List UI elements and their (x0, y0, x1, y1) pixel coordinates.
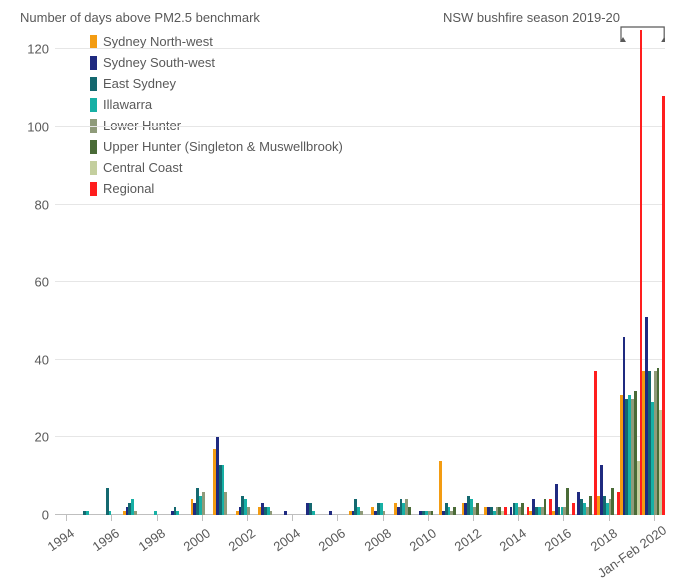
bar (566, 488, 569, 515)
x-tick (563, 515, 564, 521)
x-tick (247, 515, 248, 521)
x-tick (428, 515, 429, 521)
x-tick-label: 2016 (542, 525, 574, 554)
x-tick (518, 515, 519, 521)
x-tick-label: 1996 (90, 525, 122, 554)
x-tick (609, 515, 610, 521)
x-tick-label: 2012 (452, 525, 484, 554)
y-tick-label: 80 (35, 197, 49, 212)
x-tick-label: 2004 (271, 525, 303, 554)
bar (224, 492, 227, 515)
gridline (55, 359, 665, 360)
x-tick (157, 515, 158, 521)
bar (572, 503, 575, 515)
bar (312, 511, 315, 515)
bar (453, 507, 456, 515)
bar (270, 511, 273, 515)
plot-area: 0204060801001201994199619982000200220042… (55, 30, 665, 515)
y-tick-label: 120 (27, 42, 49, 57)
bar (176, 511, 179, 515)
bar (589, 496, 592, 515)
x-tick-label: 2014 (497, 525, 529, 554)
bar (504, 507, 507, 515)
x-tick-label: 2006 (316, 525, 348, 554)
y-tick-label: 20 (35, 430, 49, 445)
bar (134, 511, 137, 515)
y-axis-title: Number of days above PM2.5 benchmark (20, 10, 260, 25)
x-tick-label: 2010 (406, 525, 438, 554)
y-tick-label: 40 (35, 352, 49, 367)
x-tick (654, 515, 655, 521)
bar (431, 511, 434, 515)
y-tick-label: 100 (27, 120, 49, 135)
bar (476, 503, 479, 515)
x-tick (383, 515, 384, 521)
bar (611, 488, 614, 515)
x-tick (111, 515, 112, 521)
pm25-days-chart: Number of days above PM2.5 benchmark NSW… (0, 0, 690, 580)
gridline (55, 204, 665, 205)
x-tick-label: 2002 (226, 525, 258, 554)
bushfire-annotation: NSW bushfire season 2019-20 (443, 10, 620, 25)
bar (86, 511, 89, 515)
bar (408, 507, 411, 515)
gridline (55, 281, 665, 282)
bar (521, 503, 524, 515)
bar (439, 461, 442, 515)
gridline (55, 126, 665, 127)
x-tick (473, 515, 474, 521)
bar (202, 492, 205, 515)
bar (594, 371, 597, 515)
x-tick-label: 2000 (181, 525, 213, 554)
bar (360, 511, 363, 515)
gridline (55, 48, 665, 49)
bar (284, 511, 287, 515)
bar (247, 507, 250, 515)
bar (329, 511, 332, 515)
x-tick-label: 2008 (361, 525, 393, 554)
x-tick (66, 515, 67, 521)
x-tick (292, 515, 293, 521)
x-tick (202, 515, 203, 521)
y-tick-label: 0 (42, 508, 49, 523)
bar (544, 499, 547, 515)
x-tick-label: 1998 (135, 525, 167, 554)
x-tick-label: 2018 (587, 525, 619, 554)
bar (662, 96, 665, 515)
x-tick (337, 515, 338, 521)
x-tick-label: 1994 (45, 525, 77, 554)
y-tick-label: 60 (35, 275, 49, 290)
gridline (55, 436, 665, 437)
bar (109, 511, 112, 515)
bar (383, 511, 386, 515)
bar (154, 511, 157, 515)
